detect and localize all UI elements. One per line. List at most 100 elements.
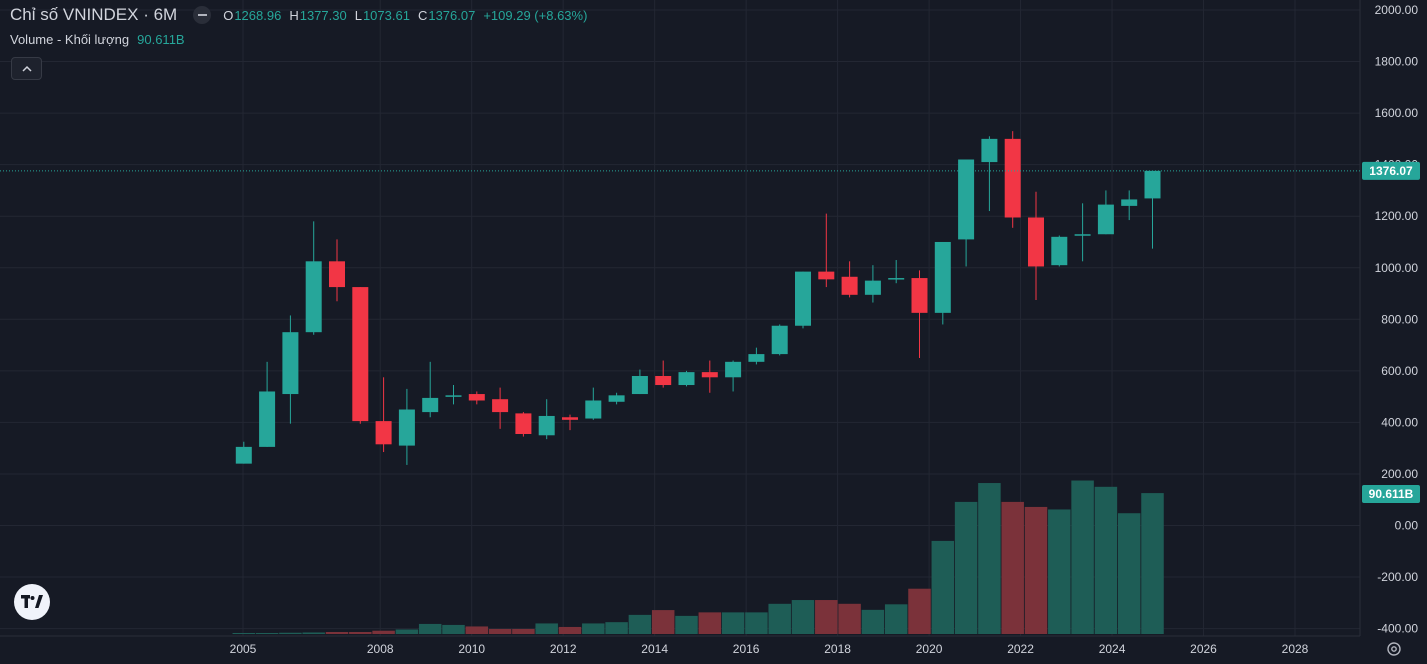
volume-bar (279, 632, 302, 634)
hide-series-icon[interactable] (193, 6, 212, 24)
candle-body (562, 417, 578, 420)
candle-body (888, 278, 905, 280)
symbol-title[interactable]: Chỉ số VNINDEX · 6M (10, 5, 178, 24)
volume-bar (651, 610, 675, 634)
volume-bar (1001, 501, 1024, 634)
volume-bar (349, 631, 372, 634)
volume-bar (768, 603, 791, 634)
chevron-up-icon (21, 65, 32, 72)
time-tick-label: 2024 (1099, 642, 1126, 656)
candle-body (1121, 199, 1138, 206)
volume-bar (791, 600, 815, 634)
last-price-badge (1362, 161, 1420, 180)
volume-bar (255, 633, 279, 634)
price-tick-label: 1200.00 (1375, 209, 1419, 223)
volume-bar (302, 632, 325, 634)
volume-bar (1024, 506, 1048, 634)
time-tick-label: 2016 (733, 642, 760, 656)
volume-bar (558, 626, 582, 634)
tradingview-logo-icon[interactable] (14, 584, 50, 620)
collapse-legend-button[interactable] (11, 57, 42, 80)
volume-bar (442, 624, 465, 634)
volume-bar (1117, 513, 1141, 634)
volume-bar (605, 622, 628, 634)
high-value: 1377.30 (299, 7, 347, 23)
volume-bar (488, 628, 512, 634)
volume-bar (465, 626, 489, 634)
candle-body (398, 409, 415, 446)
volume-bar (372, 630, 395, 634)
close-label: C (417, 7, 428, 23)
volume-bar (582, 623, 605, 634)
candle-body (1051, 236, 1068, 266)
volume-bar (861, 609, 885, 634)
price-tick-label: 200.00 (1381, 467, 1418, 481)
volume-bar (1071, 480, 1094, 634)
price-tick-label: -200.00 (1377, 570, 1418, 584)
volume-bar (815, 600, 838, 634)
volume-label[interactable]: Volume - Khối lượng (10, 32, 130, 47)
candle-body (655, 376, 672, 386)
settings-gear-icon[interactable] (1386, 641, 1402, 657)
price-axis-panel (1360, 0, 1427, 664)
candle-body (492, 399, 509, 413)
price-tick-label: 1600.00 (1375, 106, 1419, 120)
volume-bar (931, 540, 955, 634)
ohlc-values: O 1268.96 H 1377.30 L 1073.61 C 1376.07 +109… (223, 8, 587, 23)
price-tick-label: 800.00 (1381, 312, 1418, 326)
candle-body (771, 325, 788, 355)
volume-bar (325, 631, 349, 634)
price-tick-label: 1000.00 (1375, 261, 1419, 275)
volume-bar (535, 623, 558, 634)
candle-body (515, 413, 532, 434)
price-tick-label: 600.00 (1381, 364, 1418, 378)
candle-body (725, 361, 742, 378)
candle-body (538, 415, 555, 436)
candle-body (1074, 234, 1091, 236)
candle-body (678, 372, 695, 386)
time-tick-label: 2026 (1190, 642, 1217, 656)
candle-body (608, 395, 625, 402)
volume-bar (628, 614, 652, 634)
candle-body (375, 421, 392, 445)
high-label: H (289, 7, 299, 23)
candle-body (748, 354, 765, 362)
close-value: 1376.07 (428, 7, 476, 23)
candle-body (934, 241, 951, 313)
candle-body (585, 400, 602, 419)
low-label: L (354, 7, 362, 23)
candle-body (795, 271, 811, 326)
volume-bar (978, 483, 1001, 634)
low-value: 1073.61 (362, 7, 410, 23)
candle-body (282, 332, 299, 395)
candle-body (958, 159, 975, 240)
candle-body (841, 276, 858, 295)
last-volume-label: 90.611B (1369, 487, 1414, 501)
volume-bar (954, 501, 978, 634)
time-tick-label: 2008 (367, 642, 394, 656)
volume-bar (721, 612, 745, 634)
time-tick-label: 2010 (458, 642, 485, 656)
candle-body (701, 372, 718, 378)
candle-body (235, 446, 252, 464)
time-tick-label: 2022 (1007, 642, 1034, 656)
time-tick-label: 2012 (550, 642, 577, 656)
time-tick-label: 2014 (641, 642, 668, 656)
volume-bar (1141, 493, 1164, 634)
volume-value: 90.611B (137, 32, 185, 47)
candle-body (422, 397, 439, 413)
volume-bar (1048, 509, 1071, 634)
candle-body (864, 280, 881, 295)
candle-body (329, 261, 345, 288)
open-value: 1268.96 (234, 7, 282, 23)
last-volume-badge (1362, 485, 1420, 504)
volume-bar (418, 623, 442, 634)
volume-bar (698, 612, 722, 634)
price-tick-label: 0.00 (1395, 519, 1419, 533)
candle-body (1004, 138, 1021, 218)
volume-bar (395, 629, 419, 634)
change-value: +109.29 (+8.63%) (483, 7, 588, 23)
candle-body (1097, 204, 1114, 235)
